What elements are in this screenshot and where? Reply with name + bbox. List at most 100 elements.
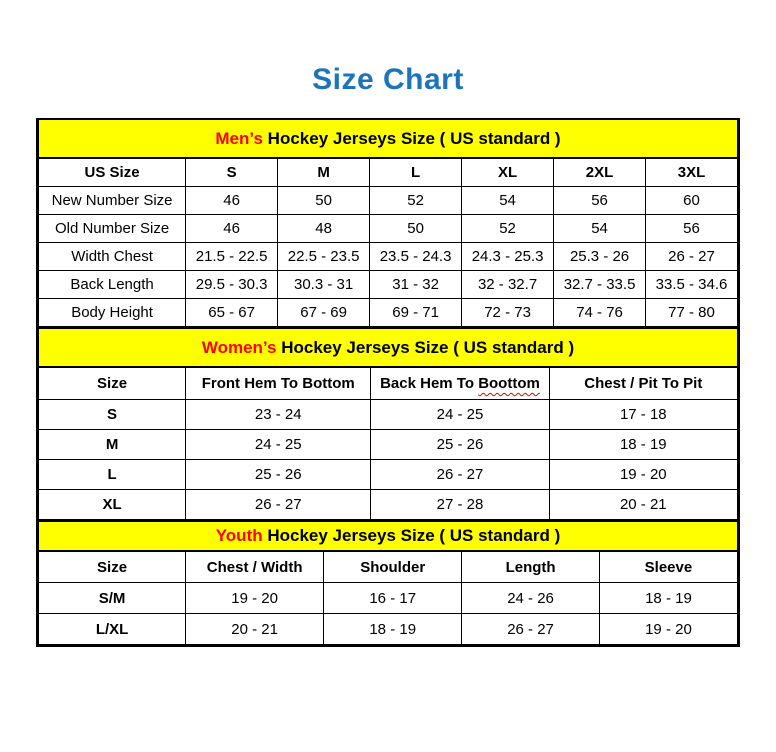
table-cell: 18 - 19 [598, 582, 739, 614]
table-cell: 18 - 19 [323, 613, 463, 645]
womens-section-band: Women’s Hockey Jerseys Size ( US standar… [38, 327, 738, 368]
womens-section-header: Women’s Hockey Jerseys Size ( US standar… [38, 327, 738, 368]
row-label: XL [37, 489, 187, 520]
row-label: Back Length [37, 270, 187, 299]
table-row: Back Length 29.5 - 30.3 30.3 - 31 31 - 3… [37, 270, 738, 299]
row-label: S/M [37, 582, 187, 614]
table-cell: 48 [277, 214, 371, 243]
youth-section-band: Youth Hockey Jerseys Size ( US standard … [38, 520, 738, 552]
table-cell: 26 - 27 [461, 613, 600, 645]
table-cell: 52 [461, 214, 555, 243]
table-cell: 60 [645, 186, 738, 215]
row-label: S [37, 399, 187, 430]
column-header: S [185, 157, 279, 187]
table-row: S 23 - 24 24 - 25 17 - 18 [37, 399, 739, 430]
mens-header-row: US Size S M L XL 2XL 3XL [37, 157, 738, 187]
table-cell: 24 - 26 [461, 582, 600, 614]
table-cell: 19 - 20 [185, 582, 325, 614]
table-cell: 50 [369, 214, 463, 243]
table-cell: 29.5 - 30.3 [185, 270, 279, 299]
column-header: Sleeve [598, 550, 739, 583]
youth-size-table: Youth Hockey Jerseys Size ( US standard … [37, 520, 739, 645]
column-header: 3XL [645, 157, 738, 187]
row-label: L/XL [37, 613, 187, 645]
table-row: L 25 - 26 26 - 27 19 - 20 [37, 459, 739, 490]
row-label: M [37, 429, 187, 460]
table-cell: 32 - 32.7 [461, 270, 555, 299]
table-cell: 26 - 27 [370, 459, 550, 490]
table-cell: 52 [369, 186, 463, 215]
table-cell: 54 [461, 186, 555, 215]
table-row: Old Number Size 46 48 50 52 54 56 [37, 214, 738, 243]
table-cell: 25.3 - 26 [553, 242, 647, 271]
table-row: L/XL 20 - 21 18 - 19 26 - 27 19 - 20 [37, 613, 739, 645]
table-cell: 23.5 - 24.3 [369, 242, 463, 271]
mens-section-band: Men’s Hockey Jerseys Size ( US standard … [38, 120, 738, 159]
table-cell: 22.5 - 23.5 [277, 242, 371, 271]
row-label: New Number Size [37, 186, 187, 215]
mens-section-header: Men’s Hockey Jerseys Size ( US standard … [38, 120, 738, 159]
mens-section-highlight: Men’s [215, 128, 263, 148]
youth-section-header: Youth Hockey Jerseys Size ( US standard … [38, 520, 738, 552]
table-cell: 31 - 32 [369, 270, 463, 299]
table-cell: 26 - 27 [645, 242, 738, 271]
size-chart: Men’s Hockey Jerseys Size ( US standard … [36, 118, 740, 647]
table-cell: 26 - 27 [185, 489, 372, 520]
table-cell: 20 - 21 [548, 489, 739, 520]
mens-section-title: Hockey Jerseys Size ( US standard ) [267, 128, 561, 148]
youth-section-title: Hockey Jerseys Size ( US standard ) [267, 526, 561, 545]
column-header: Shoulder [323, 550, 463, 583]
table-cell: 19 - 20 [548, 459, 739, 490]
table-cell: 25 - 26 [185, 459, 372, 490]
column-header: Front Hem To Bottom [185, 366, 372, 400]
row-label: Old Number Size [37, 214, 187, 243]
table-cell: 17 - 18 [548, 399, 739, 430]
table-cell: 24 - 25 [370, 399, 550, 430]
womens-section-highlight: Women’s [201, 337, 277, 357]
table-row: Body Height 65 - 67 67 - 69 69 - 71 72 -… [37, 298, 738, 327]
column-header: XL [461, 157, 555, 187]
youth-section-highlight: Youth [215, 526, 263, 545]
table-cell: 50 [277, 186, 371, 215]
table-cell: 20 - 21 [185, 613, 325, 645]
table-cell: 21.5 - 22.5 [185, 242, 279, 271]
table-cell: 56 [645, 214, 738, 243]
youth-header-row: Size Chest / Width Shoulder Length Sleev… [37, 550, 739, 583]
table-cell: 65 - 67 [185, 298, 279, 327]
womens-header-row: Size Front Hem To Bottom Back Hem To Boo… [37, 366, 739, 400]
womens-section-title: Hockey Jerseys Size ( US standard ) [281, 337, 575, 357]
column-header: Chest / Pit To Pit [548, 366, 739, 400]
table-cell: 18 - 19 [548, 429, 739, 460]
column-header: 2XL [553, 157, 647, 187]
table-cell: 72 - 73 [461, 298, 555, 327]
table-cell: 69 - 71 [369, 298, 463, 327]
table-cell: 67 - 69 [277, 298, 371, 327]
table-cell: 30.3 - 31 [277, 270, 371, 299]
table-cell: 16 - 17 [323, 582, 463, 614]
column-header: Length [461, 550, 600, 583]
column-header: L [369, 157, 463, 187]
column-header: US Size [37, 157, 187, 187]
womens-size-table: Women’s Hockey Jerseys Size ( US standar… [37, 327, 739, 520]
table-cell: 46 [185, 186, 279, 215]
table-row: New Number Size 46 50 52 54 56 60 [37, 186, 738, 215]
mens-size-table: Men’s Hockey Jerseys Size ( US standard … [37, 120, 738, 327]
table-row: S/M 19 - 20 16 - 17 24 - 26 18 - 19 [37, 582, 739, 614]
table-row: Width Chest 21.5 - 22.5 22.5 - 23.5 23.5… [37, 242, 738, 271]
table-row: M 24 - 25 25 - 26 18 - 19 [37, 429, 739, 460]
column-header: Back Hem To Boottom [370, 366, 550, 400]
column-header: Size [37, 550, 187, 583]
table-cell: 54 [553, 214, 647, 243]
table-cell: 46 [185, 214, 279, 243]
table-cell: 32.7 - 33.5 [553, 270, 647, 299]
row-label: Body Height [37, 298, 187, 327]
row-label: L [37, 459, 187, 490]
table-row: XL 26 - 27 27 - 28 20 - 21 [37, 489, 739, 520]
table-cell: 74 - 76 [553, 298, 647, 327]
table-cell: 24 - 25 [185, 429, 372, 460]
table-cell: 77 - 80 [645, 298, 738, 327]
row-label: Width Chest [37, 242, 187, 271]
table-cell: 23 - 24 [185, 399, 372, 430]
table-cell: 25 - 26 [370, 429, 550, 460]
column-header: Size [37, 366, 187, 400]
